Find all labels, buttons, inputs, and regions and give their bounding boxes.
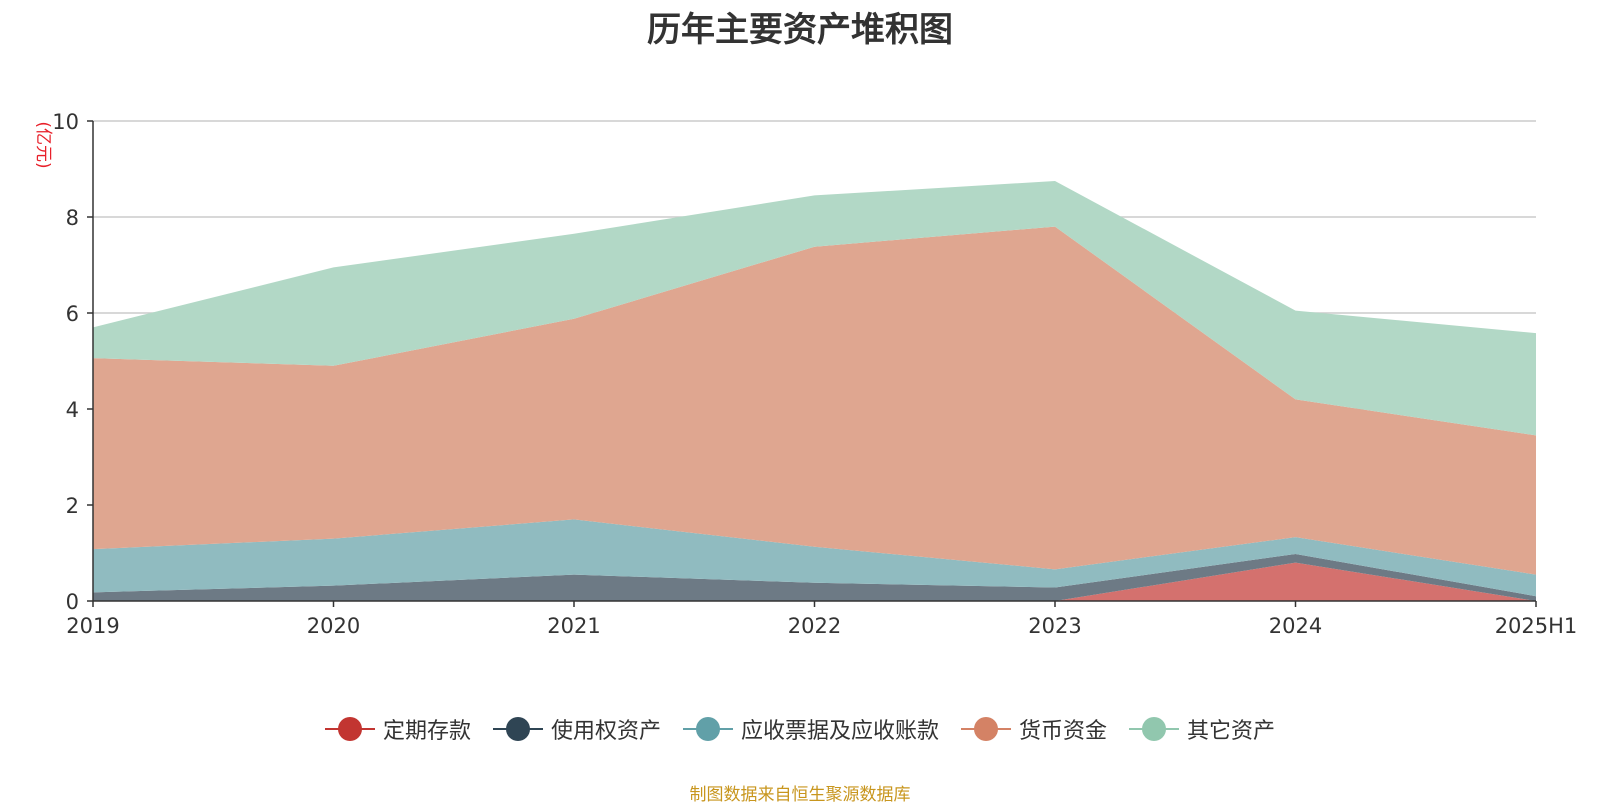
- x-tick-label-6: 2025H1: [1495, 614, 1578, 638]
- area-series-3: [93, 226, 1536, 575]
- x-tick-label-0: 2019: [66, 614, 119, 638]
- y-tick-label-3: 6: [66, 302, 79, 326]
- legend-item-3[interactable]: 货币资金: [961, 713, 1107, 745]
- legend-label: 定期存款: [382, 719, 471, 744]
- x-tick-label-5: 2024: [1269, 614, 1322, 638]
- x-tick-label-2: 2021: [547, 614, 600, 638]
- legend-label: 使用权资产: [550, 719, 661, 744]
- legend-marker-icon: [324, 716, 375, 742]
- x-tick-label-4: 2023: [1028, 614, 1081, 638]
- y-axis-unit-label: (亿元): [33, 121, 53, 168]
- legend-label: 其它资产: [1187, 719, 1276, 744]
- area-series-1: [93, 553, 1536, 601]
- area-series-2: [93, 519, 1536, 597]
- legend-item-4[interactable]: 其它资产: [1129, 713, 1275, 745]
- legend-marker-icon: [682, 716, 733, 742]
- y-tick-label-0: 0: [66, 590, 79, 614]
- y-tick-label-1: 2: [66, 494, 79, 518]
- axes: 0 2 4 6 8 10 2019 2020 2021 2022 2023 2024 2025H1: [52, 110, 1577, 638]
- data-source-note: 制图数据来自恒生聚源数据库: [689, 785, 911, 805]
- y-tick-label-5: 10: [52, 110, 79, 134]
- chart-title: 历年主要资产堆积图: [647, 10, 953, 50]
- legend-label: 货币资金: [1019, 719, 1108, 744]
- legend-item-0[interactable]: 定期存款: [324, 713, 471, 745]
- area-series-0: [93, 562, 1536, 601]
- area-series-4: [93, 181, 1536, 436]
- x-tick-label-1: 2020: [307, 614, 360, 638]
- legend-item-1[interactable]: 使用权资产: [492, 713, 661, 745]
- legend-item-2[interactable]: 应收票据及应收账款: [682, 713, 939, 745]
- legend-marker-icon: [1129, 716, 1180, 742]
- area-series: [93, 181, 1536, 601]
- y-tick-label-4: 8: [66, 206, 79, 230]
- legend-label: 应收票据及应收账款: [740, 719, 939, 744]
- legend: 定期存款 使用权资产 应收票据及应收账款 货币资金 其它资产: [0, 713, 1600, 745]
- x-tick-label-3: 2022: [788, 614, 841, 638]
- y-tick-label-2: 4: [66, 398, 79, 422]
- legend-marker-icon: [492, 716, 543, 742]
- legend-marker-icon: [961, 716, 1011, 742]
